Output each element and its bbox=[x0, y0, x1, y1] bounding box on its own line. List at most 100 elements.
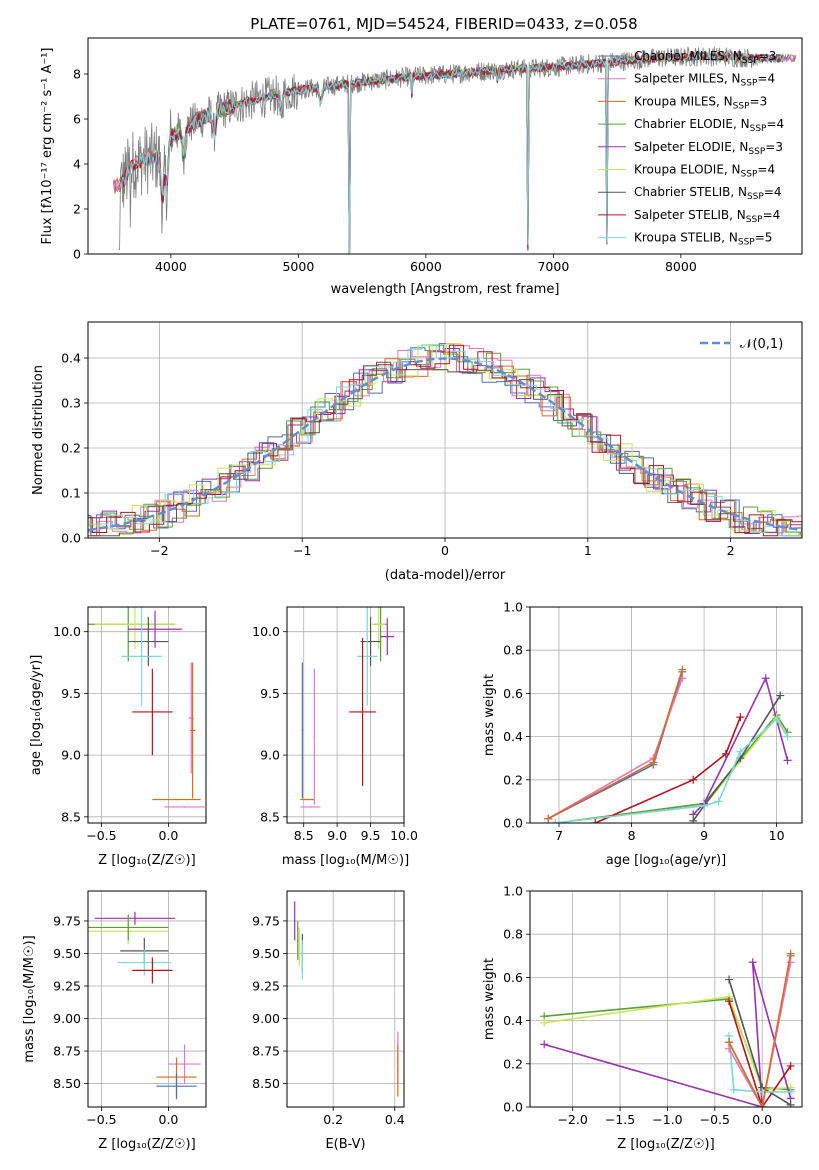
residual-histogram-chabrier-stelib bbox=[88, 361, 802, 537]
x-tick-label: −2 bbox=[150, 543, 168, 558]
y-axis-label: mass weight bbox=[482, 674, 497, 756]
plus-marker bbox=[758, 1103, 767, 1107]
x-axis-label: Z [log₁₀(Z/Z☉)] bbox=[98, 853, 195, 868]
data-point bbox=[306, 798, 308, 801]
x-tick-label: 0.4 bbox=[385, 1112, 405, 1127]
x-axis-label: Z [log₁₀(Z/Z☉)] bbox=[98, 1137, 195, 1152]
plus-marker bbox=[689, 816, 698, 823]
y-tick-label: 0.2 bbox=[503, 772, 523, 787]
residual-histogram-kroupa-stelib bbox=[88, 344, 802, 537]
y-tick-label: 8.75 bbox=[53, 1044, 81, 1059]
x-tick-label: −0.5 bbox=[86, 1112, 116, 1127]
legend-subscript: SSP bbox=[741, 170, 758, 180]
legend-label: Salpeter STELIB, NSSP=4 bbox=[634, 208, 780, 225]
plus-marker bbox=[783, 756, 792, 765]
age-vs-mass-panel: 8.5 9.0 9.5 10.0 8.5 9.0 9.5 10.0 mass [log₁₀(M/… bbox=[252, 606, 418, 868]
axes-frame bbox=[87, 890, 207, 1108]
legend-label: Kroupa MILES, NSSP=3 bbox=[634, 94, 767, 111]
y-tick-label: 0.4 bbox=[503, 729, 523, 744]
plus-marker bbox=[748, 958, 757, 967]
residual-histogram-kroupa-elodie bbox=[88, 343, 802, 536]
x-tick-label: 4000 bbox=[155, 259, 187, 274]
x-tick-label: −1.5 bbox=[605, 1112, 635, 1127]
plus-marker bbox=[721, 749, 730, 758]
x-tick-label: 10 bbox=[769, 828, 785, 843]
figure-title: PLATE=0761, MJD=54524, FIBERID=0433, z=0… bbox=[250, 15, 637, 33]
plot-area bbox=[88, 343, 802, 537]
x-tick-label: 9.0 bbox=[327, 828, 347, 843]
x-tick-label: 7 bbox=[555, 828, 563, 843]
axes-frame bbox=[87, 37, 803, 255]
y-tick-label: 0.0 bbox=[61, 531, 81, 546]
series-line bbox=[543, 962, 792, 1107]
residuals-panel: −2 −1 0 1 2 0.0 0.1 0.2 0.3 0.4 (data-model)/error… bbox=[31, 321, 803, 583]
series-line bbox=[547, 671, 684, 820]
data-point bbox=[140, 655, 143, 658]
legend-value: =4 bbox=[757, 72, 775, 86]
data-point bbox=[309, 806, 312, 808]
series-line bbox=[544, 995, 791, 1091]
plus-marker bbox=[786, 1100, 795, 1107]
legend-subscript: SSP bbox=[738, 238, 755, 248]
plot-area bbox=[300, 607, 394, 808]
series-line bbox=[692, 695, 781, 822]
legend-label: Chabrier MILES, NSSP=3 bbox=[634, 49, 776, 66]
data-point bbox=[151, 969, 154, 972]
x-axis-label: mass [log₁₀(M/M☉)] bbox=[282, 853, 409, 868]
legend-label: Kroupa ELODIE, NSSP=4 bbox=[634, 163, 775, 180]
plot-area bbox=[293, 901, 399, 1097]
legend-subscript: SSP bbox=[746, 215, 763, 225]
y-tick-label: 2 bbox=[73, 202, 81, 217]
x-tick-label: 0.0 bbox=[159, 828, 179, 843]
y-tick-label: 10.0 bbox=[252, 624, 280, 639]
plus-marker bbox=[714, 797, 723, 806]
series-line bbox=[728, 1000, 792, 1107]
legend-value: =4 bbox=[757, 163, 775, 177]
residual-histogram-salpeter-elodie bbox=[88, 348, 802, 536]
plot-area bbox=[112, 46, 797, 254]
series-line bbox=[555, 713, 789, 823]
y-tick-label: 8 bbox=[73, 67, 81, 82]
massweight-vs-age-panel: 7 8 9 10 0.0 0.2 0.4 0.6 0.8 1.0 age [log₁₀(age/yr… bbox=[482, 600, 803, 868]
x-tick-label: −2.0 bbox=[557, 1112, 587, 1127]
series-line bbox=[555, 718, 789, 823]
plus-marker bbox=[786, 958, 795, 967]
plus-marker bbox=[591, 819, 600, 823]
plus-marker bbox=[729, 1085, 738, 1094]
x-tick-label: 8.5 bbox=[294, 828, 314, 843]
data-point bbox=[298, 946, 301, 948]
legend-label: 𝒩(0,1) bbox=[740, 337, 783, 352]
legend-value: =3 bbox=[759, 49, 777, 63]
plus-marker bbox=[772, 715, 781, 724]
series-line bbox=[547, 669, 684, 820]
age-vs-metallicity-panel: −0.5 0.0 8.5 9.0 9.5 10.0 Z [log₁₀(Z/Z☉)] age [… bbox=[29, 606, 207, 868]
y-tick-label: 1.0 bbox=[503, 600, 523, 615]
plus-marker bbox=[689, 775, 698, 784]
plus-marker bbox=[725, 997, 734, 1006]
x-tick-label: 1 bbox=[584, 543, 592, 558]
y-tick-label: 0.4 bbox=[503, 1013, 523, 1028]
y-tick-label: 0.4 bbox=[61, 351, 81, 366]
x-axis-label: (data-model)/error bbox=[385, 568, 506, 583]
series-line bbox=[728, 979, 792, 1106]
x-tick-label: 0.2 bbox=[323, 1112, 343, 1127]
y-tick-label: 9.25 bbox=[252, 978, 280, 993]
legend-subscript: SSP bbox=[741, 79, 758, 89]
data-point bbox=[313, 735, 316, 738]
axes-frame bbox=[286, 606, 405, 824]
y-tick-label: 9.25 bbox=[53, 978, 81, 993]
y-tick-label: 8.75 bbox=[252, 1044, 280, 1059]
plus-marker bbox=[736, 747, 745, 756]
legend-value: =3 bbox=[765, 140, 783, 154]
y-tick-label: 8.50 bbox=[53, 1076, 81, 1091]
series-line bbox=[728, 1035, 791, 1093]
y-tick-label: 0 bbox=[73, 247, 81, 262]
legend-value: =4 bbox=[763, 208, 781, 222]
plus-marker bbox=[551, 819, 560, 823]
x-tick-label: 2 bbox=[727, 543, 735, 558]
y-tick-label: 10.0 bbox=[53, 624, 81, 639]
y-tick-label: 9.00 bbox=[53, 1011, 81, 1026]
legend-value: =4 bbox=[764, 185, 782, 199]
plot-area bbox=[88, 911, 201, 1100]
